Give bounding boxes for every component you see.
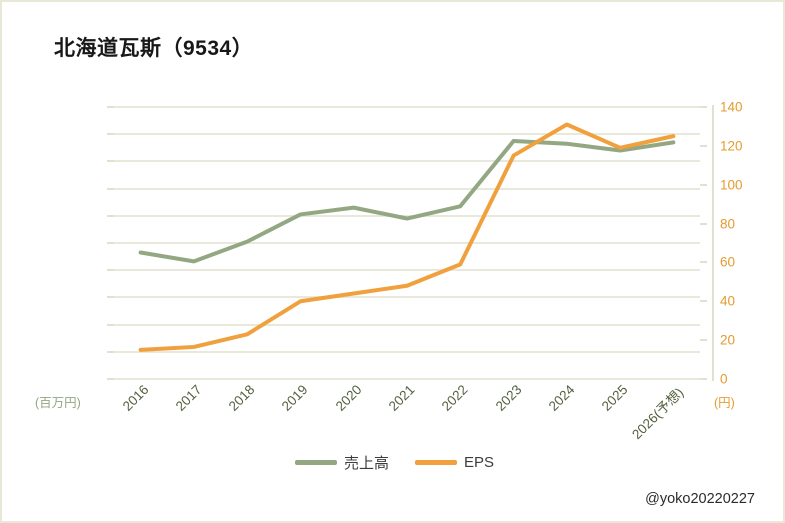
left-tick-mark [107, 378, 114, 380]
right-axis-tick-label: 140 [720, 99, 743, 115]
left-tick-mark [107, 269, 114, 272]
left-tick-mark [107, 214, 114, 217]
gridline [114, 242, 700, 244]
right-axis-line [712, 105, 714, 381]
right-axis-unit-label: (円) [714, 396, 735, 410]
legend-item[interactable]: EPS [415, 454, 494, 471]
gridline [114, 106, 700, 108]
series-lines [138, 122, 676, 352]
right-tick-mark [700, 106, 707, 108]
right-axis-tick-label: 0 [720, 371, 728, 387]
chart-title: 北海道瓦斯（9534） [54, 37, 254, 60]
right-axis-tick-label: 20 [720, 332, 736, 348]
plot-area: 020,00040,00060,00080,000100,000120,0001… [107, 100, 743, 387]
left-tick-mark [107, 106, 114, 108]
gridline [114, 378, 700, 380]
right-axis-tick-label: 80 [720, 216, 736, 232]
right-tick-mark [700, 378, 707, 380]
left-tick-mark [107, 323, 114, 326]
gridline [114, 323, 700, 326]
gridline [114, 214, 700, 217]
legend-swatch-icon [294, 460, 337, 465]
right-tick-mark [700, 339, 707, 342]
legend-label: 売上高 [343, 455, 389, 472]
gridline [114, 269, 700, 272]
gridline [114, 350, 700, 353]
right-tick-mark [700, 183, 707, 186]
gridline [114, 296, 700, 299]
right-tick-mark [700, 222, 707, 225]
right-axis-tick-label: 120 [720, 138, 743, 154]
series-line-sales [138, 139, 676, 264]
watermark: @yoko20220227 [645, 491, 755, 507]
chart-legend: 売上高 EPS [2, 452, 783, 473]
gridline [114, 133, 700, 136]
gridline [114, 160, 700, 163]
legend-label: EPS [464, 454, 495, 471]
gridline [114, 187, 700, 190]
left-axis-unit-label: (百万円) [35, 396, 81, 410]
left-tick-mark [107, 242, 114, 244]
right-tick-mark [700, 261, 707, 264]
left-tick-mark [107, 350, 114, 353]
legend-item[interactable]: 売上高 [294, 452, 389, 473]
right-axis-tick-label: 100 [720, 177, 743, 193]
right-tick-mark [700, 300, 707, 303]
left-tick-mark [107, 133, 114, 136]
left-tick-mark [107, 296, 114, 299]
right-axis-tick-label: 40 [720, 293, 736, 309]
right-tick-mark [700, 144, 707, 147]
legend-swatch-icon [415, 460, 457, 465]
left-tick-mark [107, 160, 114, 163]
series-line-eps [138, 122, 676, 352]
left-tick-mark [107, 187, 114, 190]
right-axis-tick-label: 60 [720, 254, 736, 270]
